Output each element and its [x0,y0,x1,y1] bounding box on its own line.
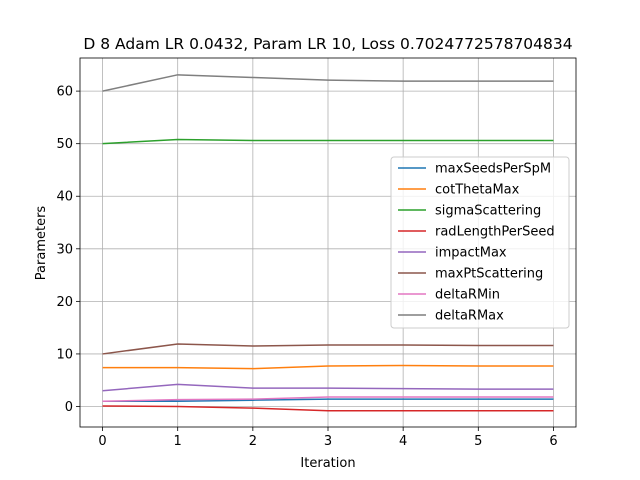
series-line-deltaRMax [102,74,554,92]
y-tick-label: 50 [56,137,73,152]
x-axis-title: Iteration [300,456,355,471]
y-axis: 0 10 20 30 40 50 60 [56,85,80,415]
y-tick-label: 0 [65,400,73,415]
x-tick-label: 0 [98,434,106,449]
legend-label: maxPtScattering [435,267,543,282]
legend-box [390,156,570,329]
series-line-cotThetaMax [102,364,554,370]
x-tick-label: 6 [549,434,557,449]
legend-label: deltaRMin [435,288,500,303]
y-tick-label: 20 [56,295,73,310]
series-lines [102,74,554,412]
y-tick-label: 40 [56,190,73,205]
series-line-impactMax [102,383,554,392]
x-tick-label: 5 [474,434,482,449]
legend-label: deltaRMax [435,309,504,324]
series-line-radLengthPerSeed [102,405,554,412]
chart-title: D 8 Adam LR 0.0432, Param LR 10, Loss 0.… [83,35,572,53]
x-tick-label: 3 [324,434,332,449]
legend-label: sigmaScattering [435,204,541,219]
legend-label: cotThetaMax [435,183,520,198]
x-tick-label: 4 [399,434,407,449]
legend-label: radLengthPerSeed [435,225,555,240]
y-axis-title: Parameters [34,206,49,281]
legend-label: impactMax [435,246,507,261]
legend: maxSeedsPerSpM cotThetaMax sigmaScattering… [390,156,570,329]
x-tick-label: 2 [249,434,257,449]
series-line-maxSeedsPerSpM [102,398,554,402]
y-tick-label: 30 [56,242,73,257]
y-tick-label: 10 [56,347,73,362]
series-line-maxPtScattering [102,343,554,355]
x-tick-label: 1 [174,434,182,449]
y-tick-label: 60 [56,85,73,100]
series-line-sigmaScattering [102,138,554,145]
legend-label: maxSeedsPerSpM [435,162,551,177]
series-line-deltaRMin [102,396,554,402]
x-axis: 0 1 2 3 4 5 6 [98,427,558,449]
